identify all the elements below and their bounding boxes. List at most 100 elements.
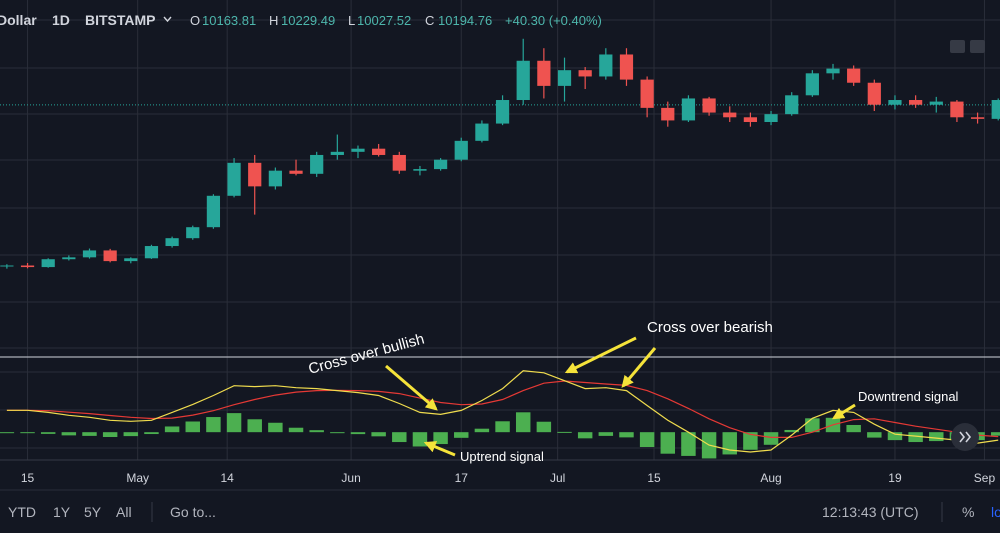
histogram-bar bbox=[82, 432, 97, 436]
annotation: Cross over bearish bbox=[647, 319, 773, 336]
candle-body bbox=[0, 265, 14, 267]
candle-body bbox=[186, 227, 200, 239]
plot-area bbox=[0, 38, 1000, 459]
histogram-bar bbox=[474, 428, 490, 433]
candle-body bbox=[681, 98, 696, 121]
candle-body bbox=[909, 100, 923, 105]
candle-body bbox=[268, 170, 282, 187]
histogram-bar bbox=[164, 426, 180, 433]
annotation-arrow bbox=[423, 441, 456, 457]
ohlc-key: O bbox=[190, 13, 200, 28]
range-button[interactable]: YTD bbox=[8, 504, 36, 520]
histogram-bar bbox=[639, 432, 655, 448]
candle-body bbox=[578, 70, 592, 77]
histogram-bar bbox=[40, 432, 56, 434]
histogram-bar bbox=[412, 432, 428, 447]
candle-body bbox=[723, 112, 737, 118]
x-tick-label: 15 bbox=[21, 471, 35, 485]
histogram-bar bbox=[288, 427, 304, 433]
candle-body bbox=[475, 123, 489, 141]
annotation: Downtrend signal bbox=[858, 389, 959, 404]
ohlc-value: 10163.81 bbox=[202, 13, 256, 28]
percent-button[interactable]: % bbox=[962, 504, 974, 520]
histogram-bar bbox=[350, 432, 366, 435]
candle-body bbox=[991, 100, 1000, 119]
candle-body bbox=[62, 257, 76, 260]
collapse-button[interactable] bbox=[950, 40, 965, 53]
histogram-bar bbox=[536, 421, 552, 433]
candle-body bbox=[826, 68, 840, 74]
x-tick-label: 14 bbox=[221, 471, 235, 485]
histogram-bar bbox=[20, 432, 35, 434]
goto-button[interactable]: Go to... bbox=[170, 504, 216, 520]
histogram-bar bbox=[908, 432, 923, 443]
range-button[interactable]: 1Y bbox=[53, 504, 71, 520]
ohlc-key: L bbox=[348, 13, 355, 28]
candle-body bbox=[433, 159, 448, 170]
histogram-bar bbox=[660, 432, 676, 454]
histogram-bar bbox=[392, 432, 407, 443]
signal-line bbox=[6, 380, 999, 438]
annotation-arrow bbox=[385, 364, 438, 411]
histogram-bar bbox=[784, 429, 799, 433]
x-tick-label: 19 bbox=[888, 471, 902, 485]
candle-body bbox=[413, 169, 427, 171]
histogram-bar bbox=[991, 432, 1000, 436]
candle-body bbox=[702, 98, 716, 113]
x-tick-label: Aug bbox=[760, 471, 781, 485]
histogram-bar bbox=[61, 432, 77, 436]
x-tick-label: Sep bbox=[974, 471, 996, 485]
histogram-bar bbox=[846, 424, 861, 433]
annotation-arrow bbox=[564, 336, 637, 374]
ohlc-value: 10027.52 bbox=[357, 13, 411, 28]
candle-body bbox=[516, 60, 530, 101]
ohlc-value: 10229.49 bbox=[281, 13, 335, 28]
histogram-bar bbox=[763, 432, 779, 445]
histogram-bar bbox=[577, 432, 593, 439]
change: +40.30 (+0.40%) bbox=[505, 13, 602, 28]
candle-body bbox=[248, 162, 262, 187]
histogram-bar bbox=[226, 413, 242, 433]
candle-body bbox=[847, 68, 861, 83]
candle-body bbox=[351, 148, 365, 152]
maximize-button[interactable] bbox=[970, 40, 985, 53]
histogram-bar bbox=[206, 417, 221, 433]
time-axis: 15 May 14 Jun 17 Jul 15 Aug 19 Sep bbox=[21, 471, 996, 485]
histogram-bar bbox=[598, 432, 614, 436]
histogram-bar bbox=[102, 432, 118, 438]
histogram-bar bbox=[0, 432, 15, 434]
candle-body bbox=[330, 151, 344, 155]
candle-body bbox=[82, 250, 97, 258]
log-button[interactable]: log bbox=[991, 504, 1000, 520]
histogram-bar bbox=[515, 412, 531, 433]
clock: 12:13:43 (UTC) bbox=[822, 504, 918, 520]
histogram-bar bbox=[867, 432, 882, 438]
candle-body bbox=[537, 60, 551, 86]
histogram-bar bbox=[309, 430, 324, 433]
candle-body bbox=[392, 154, 406, 171]
candle-body bbox=[41, 259, 55, 268]
ohlc-key: H bbox=[269, 13, 278, 28]
interval[interactable]: 1D bbox=[52, 12, 70, 28]
histogram-bar bbox=[185, 421, 200, 433]
annotation-arrow bbox=[831, 403, 856, 420]
candle-body bbox=[495, 100, 510, 124]
x-tick-label: May bbox=[126, 471, 149, 485]
range-button[interactable]: 5Y bbox=[84, 504, 102, 520]
range-button[interactable]: All bbox=[116, 504, 132, 520]
dropdown-icon[interactable] bbox=[163, 16, 172, 23]
annotation-arrow bbox=[621, 347, 657, 388]
candle-body bbox=[929, 101, 943, 105]
candle-body bbox=[764, 114, 778, 122]
candle-body bbox=[867, 82, 881, 105]
candle-body bbox=[888, 100, 902, 105]
candle-body bbox=[805, 73, 819, 96]
histogram-bar bbox=[144, 432, 159, 435]
candle-body bbox=[206, 195, 221, 228]
v-grid bbox=[27, 0, 985, 460]
exchange[interactable]: BITSTAMP bbox=[85, 12, 156, 28]
histogram-bar bbox=[495, 421, 510, 433]
candle-body bbox=[619, 54, 634, 80]
candle-body bbox=[124, 258, 138, 262]
